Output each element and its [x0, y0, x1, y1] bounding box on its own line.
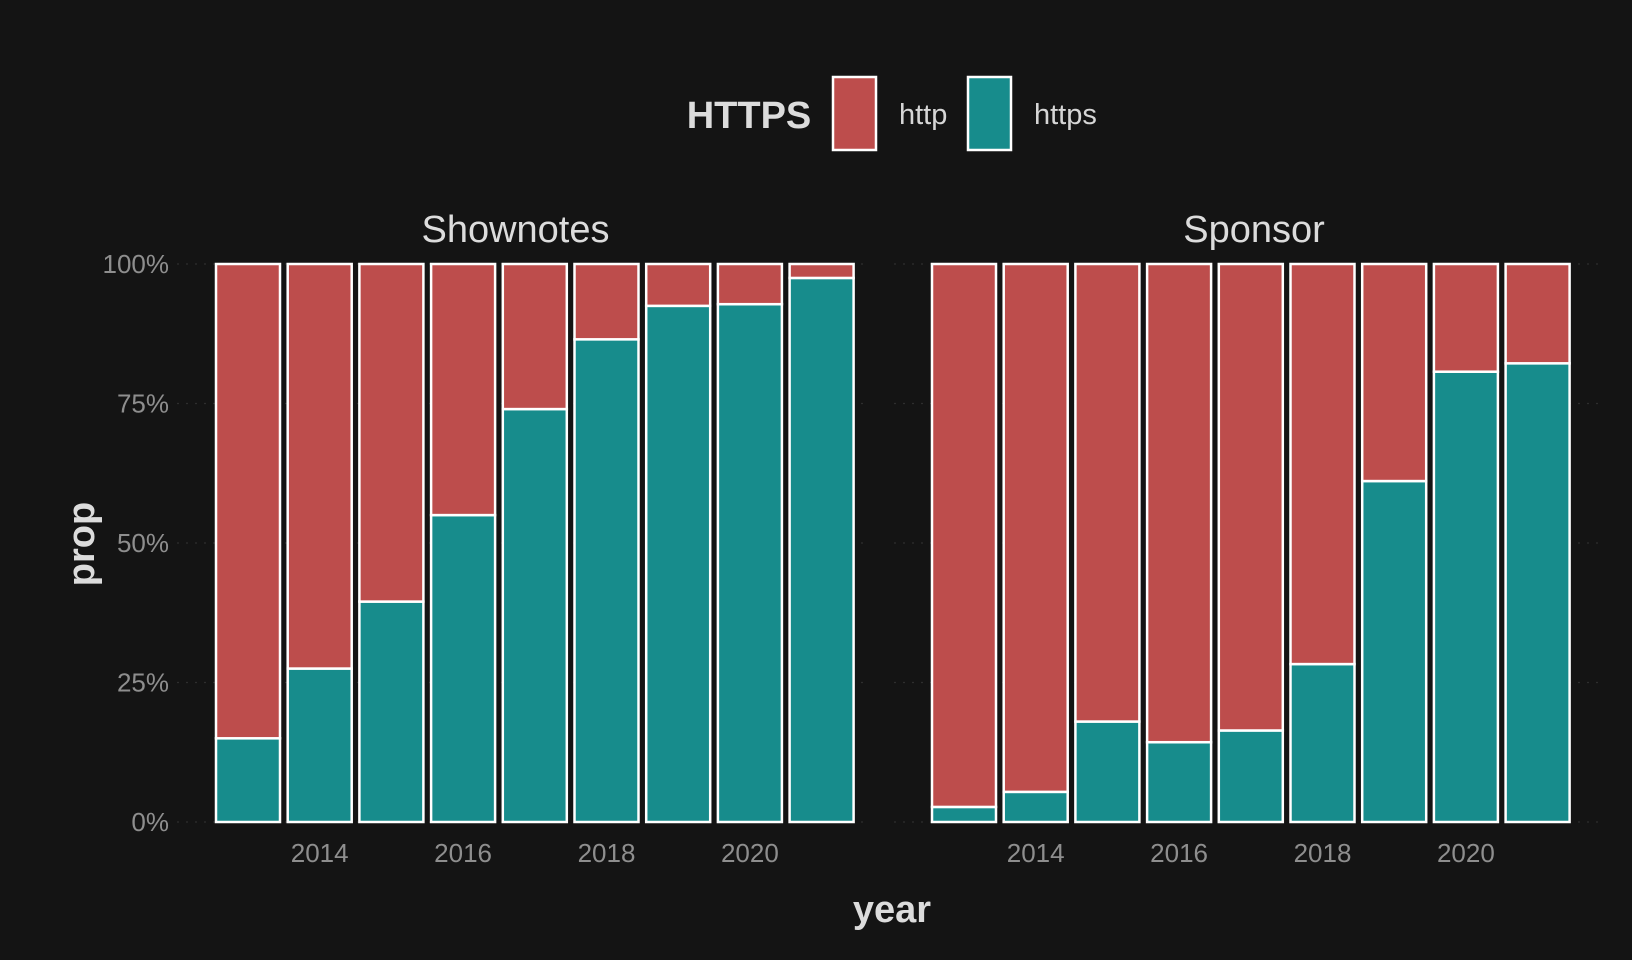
panels: Shownotes 2014 2016 2018 2020 0% 25% 50% 75% 100%… — [103, 209, 1598, 868]
bar-http-2019 — [644, 262, 712, 308]
y-tick-label: 25% — [117, 668, 169, 698]
legend-key-https — [966, 75, 1013, 152]
legend: HTTPS http https — [687, 75, 1097, 152]
x-axis-title: year — [853, 889, 931, 931]
bar-https-2016 — [1145, 740, 1213, 824]
bar-http-2016 — [1145, 262, 1213, 744]
bar-https-2015 — [1074, 720, 1141, 824]
bar-https-2014 — [1002, 790, 1069, 824]
bar-http-2020 — [716, 262, 784, 306]
bar-http-2013 — [930, 262, 998, 809]
bar-https-2017 — [501, 407, 569, 824]
bar-http-2016 — [429, 262, 497, 517]
x-tick-label: 2018 — [578, 838, 636, 868]
bar-http-2021 — [788, 262, 855, 280]
bar-https-2019 — [1360, 479, 1428, 824]
y-axis-title: prop — [61, 502, 103, 586]
y-tick-label: 0% — [131, 807, 169, 837]
facet-shownotes: Shownotes 2014 2016 2018 2020 0% 25% 50% 75% 100% — [103, 209, 870, 868]
y-tick-label: 50% — [117, 528, 169, 558]
legend-label-https: https — [1034, 99, 1097, 131]
bar-http-2017 — [501, 262, 569, 411]
bar-http-2014 — [1002, 262, 1069, 794]
legend-label-http: http — [899, 99, 947, 131]
bar-http-2021 — [1504, 262, 1571, 365]
bar-http-2020 — [1432, 262, 1500, 373]
bar-https-2015 — [358, 600, 425, 824]
bar-https-2018 — [573, 338, 640, 824]
facet-title: Shownotes — [421, 209, 609, 251]
bar-http-2018 — [1289, 262, 1356, 666]
bar-https-2021 — [788, 276, 855, 824]
bar-https-2016 — [429, 513, 497, 824]
x-tick-label: 2018 — [1294, 838, 1352, 868]
x-tick-label: 2020 — [1437, 838, 1495, 868]
y-tick-label: 100% — [103, 249, 170, 279]
x-tick-label: 2020 — [721, 838, 779, 868]
bar-http-2014 — [286, 262, 353, 670]
facet-sponsor: Sponsor 2014 2016 2018 2020 — [894, 209, 1598, 868]
bar-https-2014 — [286, 667, 353, 824]
bar-https-2021 — [1504, 362, 1571, 824]
bar-http-2015 — [358, 262, 425, 603]
legend-title: HTTPS — [687, 95, 812, 137]
bar-https-2020 — [1432, 370, 1500, 824]
x-tick-label: 2014 — [291, 838, 349, 868]
x-tick-label: 2016 — [434, 838, 492, 868]
bar-https-2017 — [1217, 729, 1285, 824]
bar-https-2020 — [716, 302, 784, 824]
facet-title: Sponsor — [1183, 209, 1325, 251]
bar-https-2013 — [214, 737, 282, 824]
x-tick-label: 2014 — [1007, 838, 1065, 868]
bar-http-2019 — [1360, 262, 1428, 483]
bar-https-2018 — [1289, 662, 1356, 824]
bar-https-2019 — [644, 304, 712, 824]
bar-http-2017 — [1217, 262, 1285, 732]
bar-http-2013 — [214, 262, 282, 740]
y-tick-label: 75% — [117, 389, 169, 419]
x-tick-label: 2016 — [1150, 838, 1208, 868]
legend-key-http — [831, 75, 878, 152]
bar-http-2018 — [573, 262, 640, 341]
bar-http-2015 — [1074, 262, 1141, 723]
bar-https-2013 — [930, 805, 998, 824]
